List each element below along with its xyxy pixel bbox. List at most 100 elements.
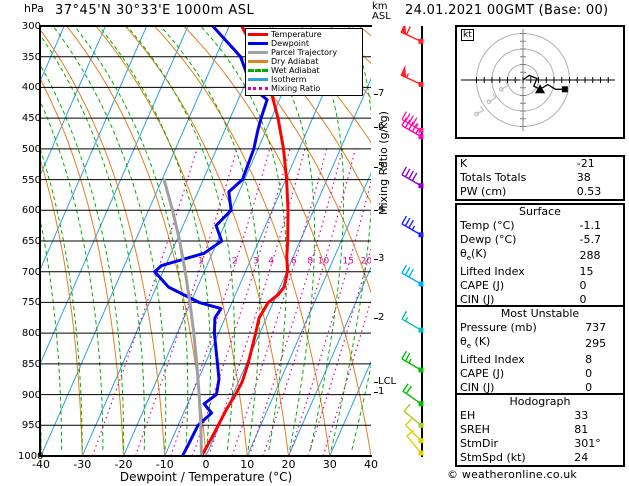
table-row: PW (cm) 0.53 — [457, 185, 623, 199]
plot-top-border — [39, 25, 372, 27]
pressure-tick: 850 — [21, 358, 41, 370]
legend-swatch-isotherm — [248, 78, 268, 81]
legend-label: Wet Adiabat — [271, 66, 320, 75]
table-row: CIN (J) 0 — [457, 293, 623, 307]
table-row: θe(K) 288 — [457, 247, 623, 265]
legend-item: Wet Adiabat — [248, 66, 360, 75]
wind-barb — [400, 21, 424, 44]
table-label: PW (cm) — [460, 185, 507, 198]
temperature-tick: 30 — [322, 458, 337, 471]
pressure-unit-label: hPa — [24, 2, 44, 15]
legend-label: Dry Adiabat — [271, 57, 319, 66]
legend-item: Mixing Ratio — [248, 84, 360, 93]
surface-table: Surface Temp (°C) -1.1 Dewp (°C) -5.7 θe(K) 28… — [455, 203, 625, 310]
legend-item: Dewpoint — [248, 39, 360, 48]
height-tick: 4 — [378, 204, 385, 216]
height-tick-mark — [374, 382, 378, 384]
height-tick-mark — [374, 127, 378, 129]
legend-item: Dry Adiabat — [248, 57, 360, 66]
hodograph-table: Hodograph EH 33 SREH 81 StmDir 301° StmSpd (kt)… — [455, 393, 625, 467]
table-header: Surface — [519, 205, 561, 218]
legend-label: Parcel Trajectory — [271, 48, 338, 57]
temperature-tick: 0 — [202, 458, 210, 471]
table-value: 301° — [574, 437, 601, 450]
table-label: CAPE (J) — [460, 367, 505, 381]
table-row: EH 33 — [457, 409, 623, 423]
most-unstable-table: Most Unstable Pressure (mb) 737 θe (K) 295 Li… — [455, 305, 625, 398]
table-row: Temp (°C) -1.1 — [457, 219, 623, 233]
table-value: -1.1 — [579, 219, 602, 232]
legend-swatch-dry-adiabat — [248, 60, 268, 63]
temperature-axis: -40 -30 -20 -10 0 10 20 30 40 — [32, 458, 378, 472]
wind-barb — [401, 310, 424, 333]
table-value: 15 — [579, 265, 594, 279]
pressure-tick: 1000 — [18, 451, 44, 462]
svg-text:10: 10 — [318, 257, 330, 267]
x-axis-title: Dewpoint / Temperature (°C) — [119, 470, 293, 484]
wind-barb-axis — [421, 26, 423, 457]
skewt-plot: 1 2 3 4 6 8 10 15 20 — [41, 26, 371, 456]
pressure-tick: 750 — [21, 297, 41, 309]
legend-label: Temperature — [271, 30, 322, 39]
table-row: Lifted Index 15 — [457, 265, 623, 279]
plot-left-border — [39, 26, 41, 457]
pressure-tick: 650 — [21, 236, 41, 247]
legend-swatch-dewpoint — [248, 42, 268, 45]
table-label: Pressure (mb) — [460, 321, 537, 334]
svg-text:2: 2 — [232, 257, 238, 267]
table-value: 24 — [574, 451, 589, 464]
table-label: CAPE (J) — [460, 279, 505, 293]
height-tick-mark — [374, 167, 378, 169]
height-tick: 3 — [378, 253, 385, 265]
height-tick-mark — [374, 93, 378, 95]
legend-swatch-parcel-trajectory — [248, 51, 268, 54]
table-value: -5.7 — [579, 233, 602, 246]
pressure-tick: 950 — [21, 420, 41, 432]
wind-barb — [403, 403, 424, 428]
wind-barb — [401, 117, 424, 140]
wind-barb — [401, 350, 424, 373]
table-header: Hodograph — [509, 395, 571, 408]
pressure-tick: 800 — [21, 328, 41, 340]
table-value: 0 — [585, 381, 593, 395]
table-row: StmDir 301° — [457, 437, 623, 451]
table-label: θe(K) — [460, 247, 487, 263]
pressure-axis: 300 350 400 450 500 550 600 650 700 750 800 850 900 9… — [18, 20, 44, 462]
svg-text:1: 1 — [198, 257, 204, 267]
pressure-tick: 500 — [21, 143, 41, 155]
table-label: Lifted Index — [460, 353, 525, 367]
wind-barb — [406, 429, 424, 456]
indices-table: K -21 Totals Totals 38 PW (cm) 0.53 — [455, 155, 625, 201]
table-header: Most Unstable — [500, 307, 580, 320]
svg-text:20: 20 — [361, 257, 371, 267]
wind-barb — [401, 264, 424, 287]
table-label: StmSpd (kt) — [460, 451, 526, 464]
pressure-tick: 900 — [21, 389, 41, 401]
legend-item: Parcel Trajectory — [248, 48, 360, 57]
table-row: Dewp (°C) -5.7 — [457, 233, 623, 247]
table-label: K — [460, 157, 468, 170]
height-tick: 7 — [378, 87, 385, 99]
mixing-ratio-axis-title: Mixing Ratio (g/kg) — [377, 111, 390, 215]
table-label: CIN (J) — [460, 293, 495, 307]
height-unit-label: km ASL — [372, 2, 391, 22]
datetime-title: 24.01.2021 00GMT (Base: 00) — [405, 3, 609, 18]
legend-swatch-mixing-ratio — [248, 87, 268, 90]
table-row: CAPE (J) 0 — [457, 279, 623, 293]
svg-text:8: 8 — [307, 257, 313, 267]
table-value: 0 — [579, 279, 587, 293]
table-row: Pressure (mb) 737 — [457, 321, 623, 335]
legend-swatch-wet-adiabat — [248, 69, 268, 72]
height-tick: 2 — [378, 311, 385, 323]
table-row: StmSpd (kt) 24 — [457, 451, 623, 465]
temperature-tick: 10 — [240, 458, 255, 471]
plot-bottom-border — [39, 455, 372, 457]
wind-barb-column — [398, 21, 446, 457]
table-value: 737 — [585, 321, 607, 334]
table-value: 0 — [585, 367, 593, 381]
legend-item: Temperature — [248, 30, 360, 39]
table-label: Temp (°C) — [460, 219, 515, 232]
legend-swatch-temperature — [248, 33, 268, 36]
wind-barb — [402, 383, 424, 407]
table-label: StmDir — [460, 437, 499, 450]
